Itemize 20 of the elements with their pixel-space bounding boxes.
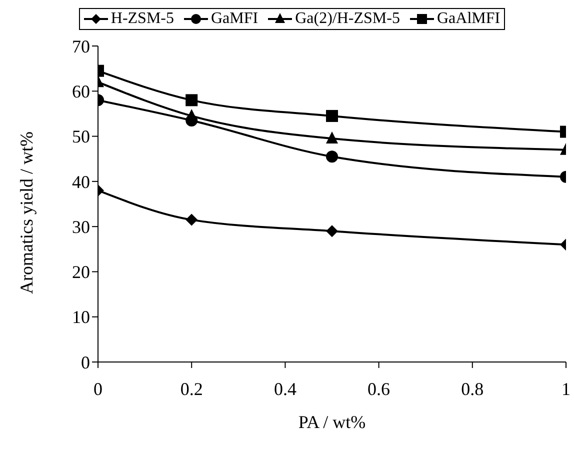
y-tick-label: 40	[72, 172, 90, 192]
y-tick-label: 10	[72, 307, 90, 328]
y-tick-label: 50	[72, 126, 90, 147]
legend-label: GaMFI	[211, 10, 258, 28]
y-tick-label: 30	[72, 216, 90, 237]
x-tick-label: 0.2	[180, 378, 203, 399]
y-tick-label: 70	[72, 36, 90, 56]
y-axis-title: Aromatics yield / wt%	[16, 132, 36, 294]
legend-label: Ga(2)/H-ZSM-5	[295, 10, 400, 28]
legend-label: H-ZSM-5	[110, 10, 174, 28]
x-tick-label: 0.8	[461, 378, 484, 399]
y-tick-label: 20	[72, 262, 90, 282]
x-axis-title: PA / wt%	[298, 412, 366, 432]
y-tick-label: 60	[72, 82, 90, 102]
x-tick-label: 0.6	[368, 378, 390, 399]
y-tick-label: 0	[81, 352, 90, 372]
x-tick-label: 1	[562, 378, 570, 399]
x-tick-label: 0	[94, 378, 102, 399]
x-tick-label: 0.4	[274, 378, 296, 399]
legend-label: GaAlMFI	[436, 10, 500, 28]
